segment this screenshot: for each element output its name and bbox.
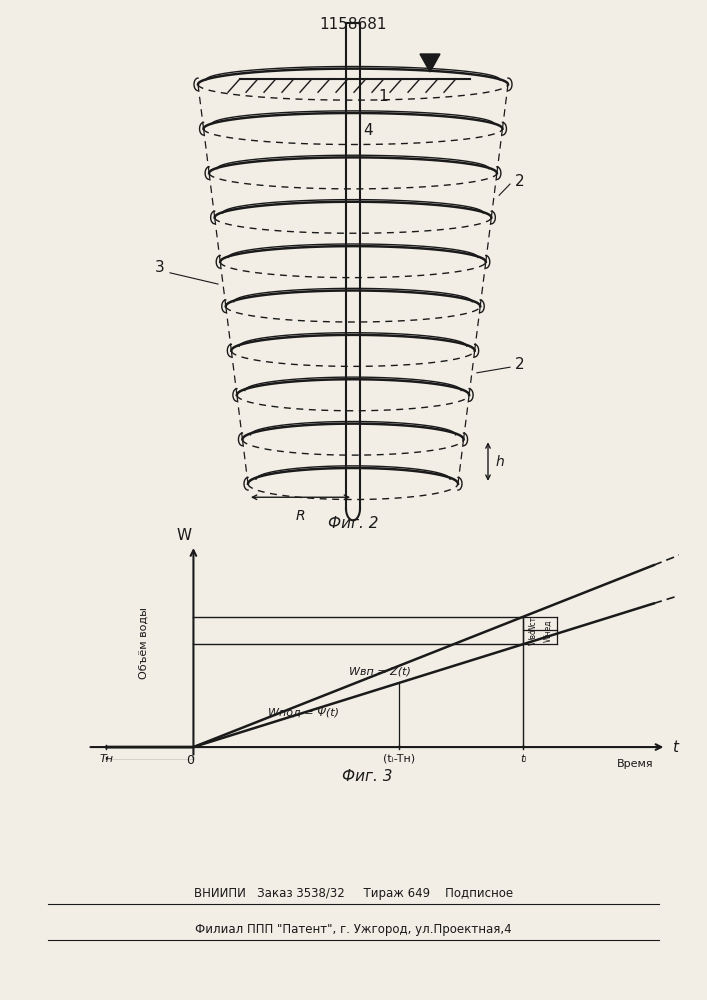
- Text: Wвс: Wвс: [528, 629, 537, 645]
- Text: Время: Время: [617, 759, 653, 769]
- Text: R: R: [296, 508, 305, 522]
- Text: 3: 3: [155, 260, 165, 275]
- Text: (tᵢ-Tн): (tᵢ-Tн): [382, 754, 415, 764]
- Text: Wпод = Ψ(t): Wпод = Ψ(t): [268, 707, 339, 717]
- Text: 2: 2: [515, 174, 525, 189]
- Text: 1158681: 1158681: [320, 17, 387, 32]
- Text: Wст: Wст: [528, 616, 537, 632]
- Text: 2: 2: [515, 357, 525, 372]
- Text: Фиг. 3: Фиг. 3: [342, 769, 393, 784]
- Text: Филиал ППП "Патент", г. Ужгород, ул.Проектная,4: Филиал ППП "Патент", г. Ужгород, ул.Прое…: [195, 923, 512, 936]
- Polygon shape: [420, 54, 440, 72]
- Text: W: W: [177, 528, 192, 543]
- Text: 1: 1: [378, 89, 387, 104]
- Text: Wвп = Z(t): Wвп = Z(t): [349, 667, 411, 677]
- Text: t: t: [672, 740, 679, 755]
- Text: Tн: Tн: [99, 754, 113, 764]
- Text: 4: 4: [363, 123, 373, 138]
- Text: h: h: [496, 455, 505, 469]
- Text: Фиг. 2: Фиг. 2: [328, 516, 378, 531]
- Text: Объём воды: Объём воды: [139, 608, 148, 679]
- Text: tᵢ: tᵢ: [520, 754, 527, 764]
- Text: 0: 0: [187, 754, 194, 767]
- Text: ВНИИПИ   Заказ 3538/32     Тираж 649    Подписное: ВНИИПИ Заказ 3538/32 Тираж 649 Подписное: [194, 887, 513, 900]
- Text: Wнед: Wнед: [543, 619, 552, 642]
